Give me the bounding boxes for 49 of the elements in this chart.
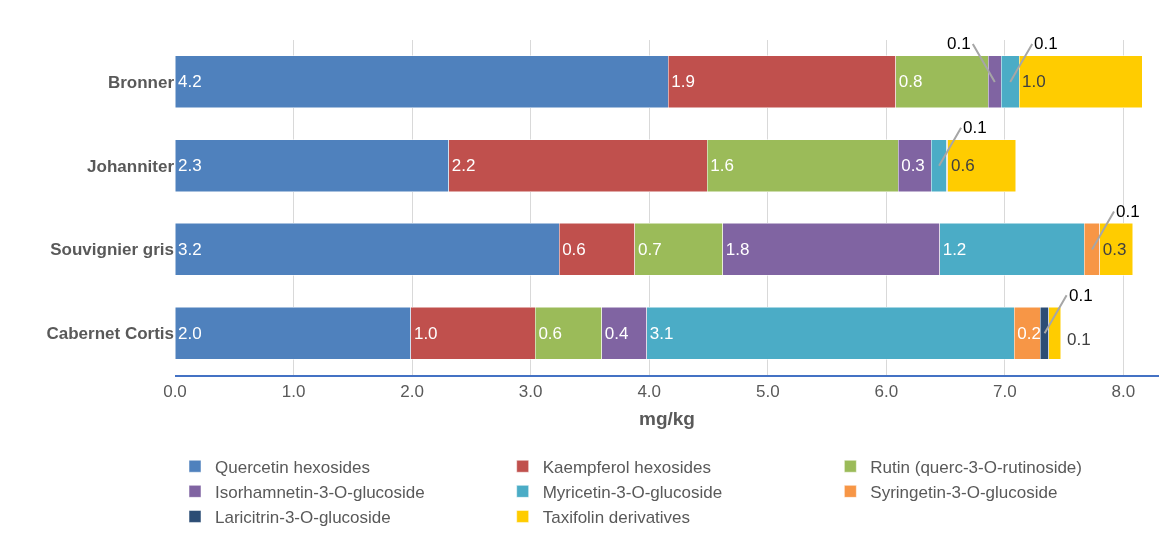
data-label: 1.8 [725, 239, 750, 259]
data-label: 0.1 [1034, 34, 1058, 53]
data-label: 0.6 [562, 239, 586, 259]
data-label: 2.3 [178, 156, 202, 176]
data-label: 0.6 [950, 156, 975, 176]
data-label: 0.3 [1102, 239, 1127, 259]
x-tick-label: 6.0 [874, 382, 899, 402]
legend-label: Rutin (querc-3-O-rutinoside) [870, 457, 1082, 477]
data-label: 0.7 [637, 239, 662, 259]
y-tick-label: Johanniter [87, 156, 175, 176]
legend-label: Quercetin hexosides [215, 457, 370, 477]
legend-label: Isorhamnetin-3-O-glucoside [215, 482, 425, 502]
data-label: 1.0 [1022, 72, 1046, 92]
data-label: 2.2 [451, 156, 476, 176]
x-tick-label: 8.0 [1111, 382, 1136, 402]
x-tick-label: 4.0 [637, 382, 662, 402]
y-tick-label: Bronner [107, 72, 175, 92]
data-label: 1.2 [942, 239, 967, 259]
data-label: 0.6 [538, 323, 563, 343]
y-tick-label: Cabernet Cortis [46, 324, 174, 344]
data-label: 1.9 [671, 72, 695, 92]
x-tick-label: 1.0 [281, 382, 306, 402]
data-label: 0.1 [963, 118, 987, 137]
data-label: 0.1 [947, 34, 971, 53]
data-label: 3.1 [649, 323, 674, 343]
data-label: 0.4 [604, 323, 629, 343]
data-label: 1.0 [413, 323, 438, 343]
data-label: 0.2 [1017, 323, 1041, 343]
x-tick-label: 5.0 [755, 382, 780, 402]
x-tick-label: 2.0 [400, 382, 424, 402]
legend-label: Taxifolin derivatives [542, 508, 691, 528]
data-label: 0.8 [898, 72, 923, 92]
legend-label: Syringetin-3-O-glucoside [870, 482, 1058, 502]
data-label: 1.6 [710, 156, 734, 176]
data-label: 2.0 [178, 323, 202, 343]
data-label: 0.1 [1067, 330, 1091, 349]
data-label: 3.2 [178, 239, 202, 259]
data-label: 0.1 [1069, 286, 1093, 305]
data-label: 4.2 [178, 72, 202, 92]
x-axis-title: mg/kg [639, 408, 695, 430]
legend-label: Kaempferol hexosides [542, 457, 711, 477]
data-label: 0.1 [1116, 202, 1140, 221]
x-tick-label: 3.0 [518, 382, 543, 402]
legend-label: Myricetin-3-O-glucoside [542, 482, 723, 502]
x-tick-label: 0.0 [163, 382, 187, 402]
legend-label: Laricitrin-3-O-glucoside [215, 508, 391, 528]
y-tick-label: Souvignier gris [50, 240, 174, 260]
data-label: 0.3 [901, 156, 925, 176]
x-tick-label: 7.0 [993, 382, 1017, 402]
